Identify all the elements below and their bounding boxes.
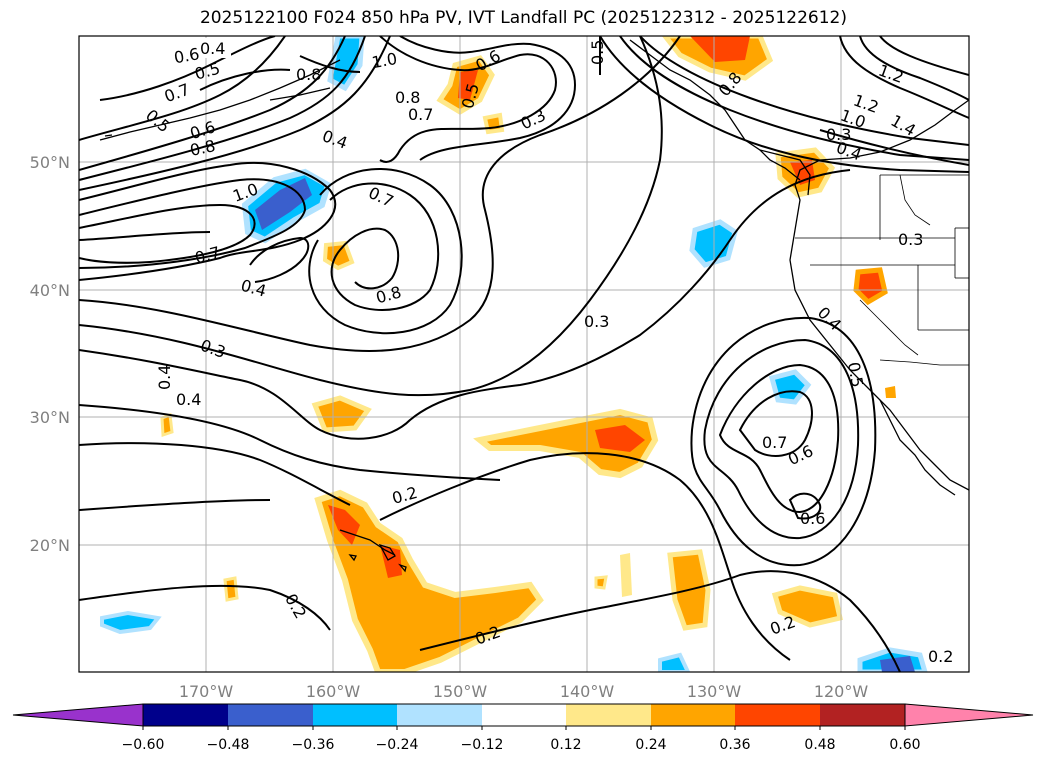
- contour-label: 0.4: [155, 365, 174, 390]
- contour-label: 0.3: [898, 230, 923, 249]
- map-frame: [78, 35, 970, 673]
- shade-positive: [595, 425, 645, 452]
- colorbar-extend-left: [12, 703, 144, 727]
- shade-positive: [328, 505, 360, 545]
- shade-positive: [620, 553, 632, 597]
- contour-label: 0.7: [408, 105, 433, 124]
- shade-positive: [223, 576, 239, 602]
- contour-label: 0.2: [928, 647, 953, 666]
- axis-labels: 170°W 160°W 150°W 140°W 130°W 120°W 50°N…: [30, 153, 869, 701]
- shade-positive: [885, 386, 896, 398]
- colorbar-segment: [143, 704, 228, 726]
- colorbar-segment: [397, 704, 482, 726]
- map-area: 0.4 0.6 0.7 0.5 0.5 0.6 0.8 1.0 0.4 1.0 …: [79, 36, 969, 672]
- lat-label: 30°N: [30, 408, 70, 427]
- contour-label: 0.6: [800, 509, 825, 528]
- shaded-fields: [100, 36, 928, 672]
- colorbar-segment: [651, 704, 735, 726]
- contour-label: 0.8: [296, 65, 321, 84]
- shade-positive: [380, 545, 402, 578]
- colorbar-tick: 0.48: [804, 737, 835, 753]
- contour-label: 0.7: [762, 433, 787, 452]
- contour-label: 0.8: [188, 136, 217, 160]
- contour-label: 0.4: [200, 39, 225, 58]
- gridlines: [79, 36, 969, 672]
- colorbar-segment: [566, 704, 651, 726]
- colorbar-tick: −0.36: [292, 737, 335, 753]
- lon-label: 170°W: [179, 682, 234, 701]
- contour-label: 0.6: [172, 44, 200, 67]
- lon-label: 120°W: [814, 682, 869, 701]
- contour-label: 0.8: [395, 88, 420, 107]
- contour-label: 0.5: [844, 360, 867, 388]
- shade-positive: [482, 112, 505, 135]
- lat-label: 20°N: [30, 536, 70, 555]
- lat-label: 40°N: [30, 281, 70, 300]
- colorbar-segment: [228, 704, 313, 726]
- contour-label: 0.3: [826, 125, 851, 144]
- lat-label: 50°N: [30, 153, 70, 172]
- coastlines: [99, 39, 969, 573]
- colorbar-segment: [820, 704, 905, 726]
- shade-positive: [853, 267, 888, 306]
- colorbar-tick: −0.60: [122, 737, 165, 753]
- pv-contours: [79, 36, 969, 672]
- shade-positive: [322, 240, 355, 271]
- contour-label: 0.3: [584, 312, 609, 331]
- colorbar-tick: 0.36: [719, 737, 750, 753]
- shade-positive: [314, 489, 544, 672]
- lon-label: 160°W: [306, 682, 361, 701]
- contour-labels: 0.4 0.6 0.7 0.5 0.5 0.6 0.8 1.0 0.4 1.0 …: [142, 38, 953, 666]
- shade-positive: [690, 36, 750, 62]
- map-title: 2025122100 F024 850 hPa PV, IVT Landfall…: [199, 8, 847, 28]
- colorbar-tick: 0.12: [550, 737, 581, 753]
- lon-label: 130°W: [687, 682, 742, 701]
- colorbar-tick: 0.24: [635, 737, 666, 753]
- colorbar-segment: [313, 704, 397, 726]
- shade-negative: [255, 178, 312, 230]
- lon-label: 140°W: [560, 682, 615, 701]
- shade-negative: [880, 656, 915, 672]
- shade-positive: [311, 395, 372, 433]
- colorbar: −0.60 −0.48 −0.36 −0.24 −0.12 0.12 0.24 …: [12, 703, 1034, 753]
- colorbar-tick: −0.48: [207, 737, 250, 753]
- shade-positive: [594, 575, 608, 590]
- colorbar-extend-right: [904, 703, 1034, 727]
- contour-label: 0.4: [176, 390, 201, 409]
- shade-negative: [100, 610, 162, 635]
- colorbar-segment: [735, 704, 820, 726]
- colorbar-tick: −0.24: [376, 737, 419, 753]
- colorbar-segment: [482, 704, 566, 726]
- shade-positive: [160, 412, 174, 438]
- shade-negative: [658, 652, 691, 672]
- colorbar-tick: 0.60: [889, 737, 920, 753]
- contour-label: 1.0: [370, 49, 398, 72]
- contour-label: 0.5: [588, 40, 607, 65]
- shade-positive: [771, 585, 843, 628]
- borders: [795, 174, 969, 366]
- colorbar-tick: −0.12: [461, 737, 504, 753]
- lon-label: 150°W: [433, 682, 488, 701]
- shade-positive: [458, 70, 478, 100]
